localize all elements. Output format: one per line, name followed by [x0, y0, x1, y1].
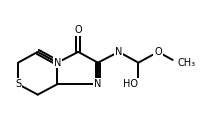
Text: O: O [74, 25, 82, 35]
Text: HO: HO [123, 79, 138, 89]
Text: N: N [54, 58, 61, 68]
Text: N: N [115, 47, 122, 57]
Text: S: S [15, 79, 21, 89]
Text: N: N [94, 79, 102, 89]
Text: O: O [154, 47, 162, 57]
Text: CH₃: CH₃ [178, 58, 196, 68]
